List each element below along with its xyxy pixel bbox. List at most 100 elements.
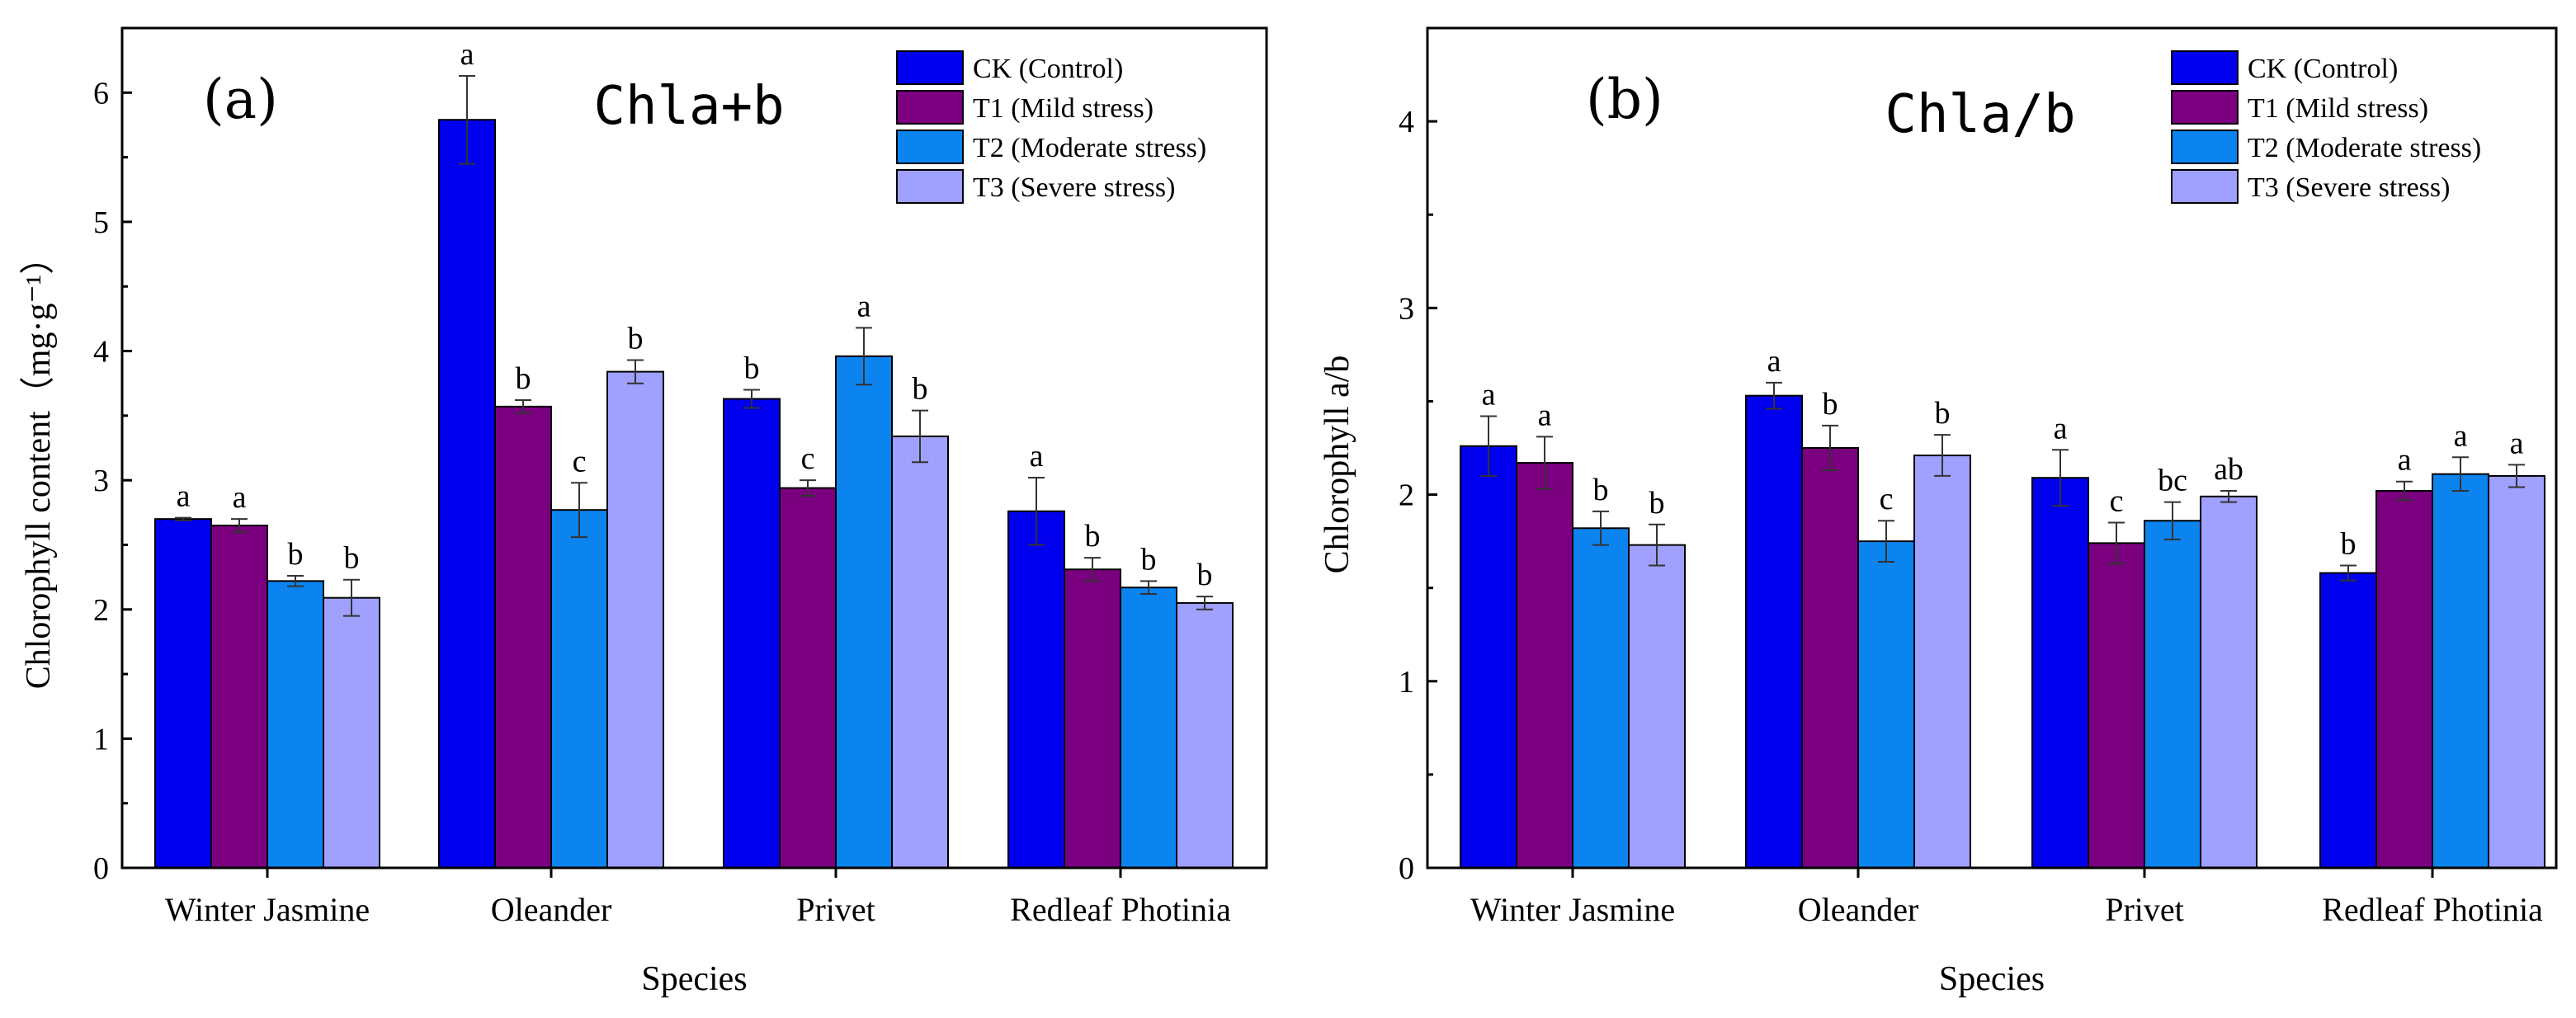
x-category-label: Oleander: [1798, 891, 1919, 928]
legend-label: T3 (Severe stress): [973, 172, 1175, 203]
legend-swatch: [896, 90, 964, 125]
bar-t2-3: [1120, 587, 1177, 869]
significance-label: b: [1935, 396, 1951, 431]
bar-ck-1: [438, 119, 496, 870]
bar-t3-1: [1913, 455, 1971, 869]
bar-t3-3: [2488, 474, 2545, 870]
significance-label: a: [2454, 418, 2468, 453]
y-tick-label: 0: [93, 851, 109, 886]
y-tick-label: 1: [1399, 665, 1414, 700]
chart-title: Chla/b: [1885, 84, 2075, 145]
chart-title: Chla+b: [593, 76, 784, 137]
bar-t1-2: [779, 487, 837, 869]
bar-ck-2: [2031, 477, 2089, 869]
legend-swatch: [896, 130, 964, 164]
x-category-label: Oleander: [491, 891, 612, 928]
significance-label: a: [2398, 443, 2412, 478]
significance-label: ab: [2214, 452, 2243, 487]
significance-label: a: [1482, 378, 1496, 412]
bar-t2-2: [2144, 520, 2201, 870]
significance-label: b: [1823, 387, 1838, 422]
bar-ck-3: [1007, 510, 1065, 869]
x-category-label: Redleaf Photinia: [1010, 891, 1231, 928]
legend-label: T2 (Moderate stress): [973, 133, 1206, 163]
bar-t1-1: [494, 405, 552, 870]
significance-label: b: [1085, 519, 1101, 554]
bar-ck-0: [1460, 445, 1517, 869]
y-tick-label: 3: [93, 464, 109, 498]
legend-swatch: [896, 169, 964, 204]
panel-label: (a): [203, 68, 278, 131]
y-tick-label: 1: [93, 722, 109, 756]
significance-label: bc: [2158, 464, 2187, 498]
bar-t3-1: [606, 370, 664, 869]
y-axis-title: Chlorophyll a/b: [1319, 356, 1356, 574]
significance-label: a: [857, 289, 871, 323]
x-category-label: Redleaf Photinia: [2322, 891, 2543, 928]
legend-swatch: [2171, 130, 2239, 164]
significance-label: b: [1197, 558, 1213, 592]
panel-label: (b): [1586, 68, 1663, 131]
plot-frame: [120, 26, 1268, 870]
legend-label: T1 (Mild stress): [973, 93, 1154, 124]
x-category-label: Winter Jasmine: [1470, 891, 1675, 928]
significance-label: b: [2341, 527, 2357, 562]
bar-t1-3: [2375, 490, 2433, 870]
bar-ck-0: [154, 518, 212, 870]
significance-label: b: [1649, 486, 1665, 521]
significance-label: c: [573, 444, 587, 478]
x-axis-title: Species: [1939, 960, 2045, 998]
y-tick-label: 4: [93, 335, 109, 370]
bar-t2-1: [1857, 540, 1915, 869]
bar-t1-0: [210, 524, 268, 869]
significance-label: b: [628, 322, 644, 356]
bar-t1-3: [1064, 568, 1121, 869]
y-tick-label: 2: [1399, 478, 1414, 513]
significance-label: b: [744, 351, 760, 386]
x-axis-title: Species: [641, 960, 747, 998]
legend-swatch: [896, 50, 964, 85]
legend-label: CK (Control): [973, 54, 1123, 84]
bar-t1-0: [1516, 462, 1573, 869]
legend-swatch: [2171, 169, 2239, 204]
bar-t2-0: [267, 580, 324, 869]
bar-t3-2: [891, 435, 949, 869]
panel-a: a a b a a b c b b c a b b b b b 0 1 2 3 4 5 6 Winter Jasmine Ole…: [20, 26, 1268, 998]
legend-swatch: [2171, 50, 2239, 85]
significance-label: c: [1880, 482, 1894, 516]
y-tick-label: 0: [1399, 851, 1414, 886]
bar-ck-3: [2319, 572, 2377, 870]
significance-label: b: [913, 372, 928, 407]
bar-t1-2: [2088, 542, 2145, 870]
significance-label: b: [1593, 473, 1609, 507]
bar-ck-2: [723, 398, 781, 869]
bar-t3-0: [323, 596, 380, 869]
significance-label: a: [1538, 398, 1552, 432]
bar-t1-1: [1801, 447, 1859, 869]
legend-swatch: [2171, 90, 2239, 125]
legend-label: T1 (Mild stress): [2248, 93, 2428, 124]
x-category-label: Privet: [2105, 891, 2184, 928]
significance-label: b: [1141, 542, 1157, 577]
significance-label: b: [516, 361, 531, 396]
y-tick-label: 3: [1399, 291, 1414, 326]
legend-label: CK (Control): [2248, 54, 2398, 84]
y-tick-label: 6: [93, 76, 109, 111]
significance-label: a: [1767, 344, 1781, 379]
legend-label: T2 (Moderate stress): [2248, 133, 2481, 163]
y-tick-label: 2: [93, 593, 109, 628]
y-axis-title: Chlorophyll content（mg·g⁻¹）: [20, 240, 58, 690]
bar-t2-3: [2432, 473, 2489, 869]
significance-label: a: [460, 37, 474, 72]
bar-t2-0: [1572, 527, 1630, 870]
significance-label: c: [801, 441, 815, 476]
x-category-label: Winter Jasmine: [165, 891, 370, 928]
bar-t3-3: [1176, 601, 1234, 869]
significance-label: a: [1030, 439, 1044, 474]
significance-label: a: [233, 480, 247, 515]
significance-label: a: [2510, 426, 2524, 460]
bar-t2-2: [835, 355, 893, 869]
significance-label: b: [344, 541, 360, 576]
